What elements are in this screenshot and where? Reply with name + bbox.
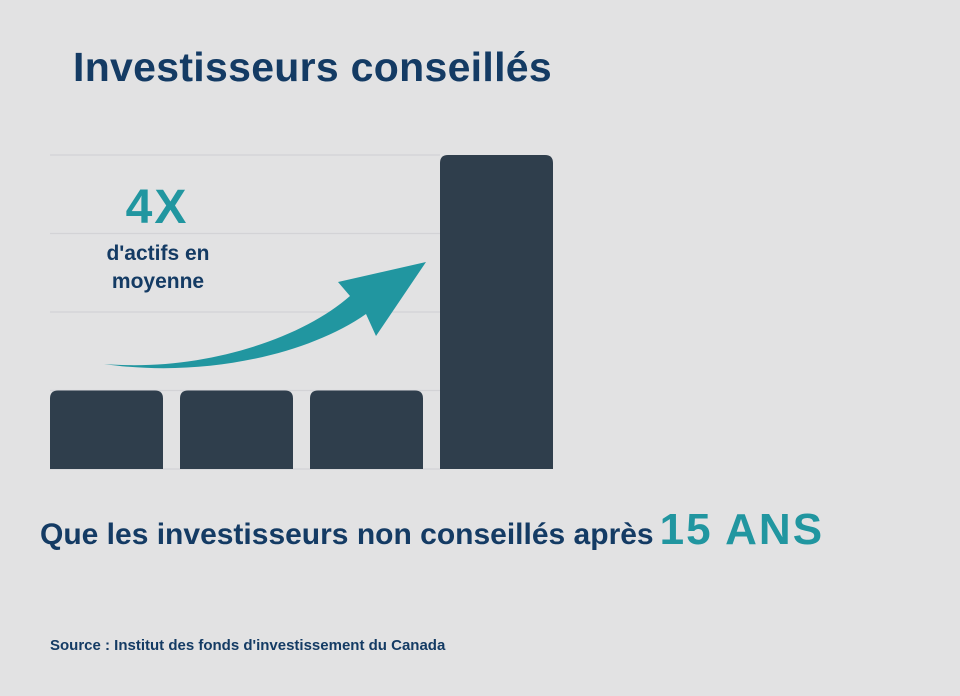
annotation-big-value: 4X — [125, 181, 189, 234]
bar-4 — [440, 155, 553, 469]
growth-arrow-icon — [104, 262, 426, 369]
chart-title: Investisseurs conseillés — [73, 44, 552, 90]
annotation-description-line2: moyenne — [111, 270, 205, 293]
bars — [50, 155, 553, 469]
source-note: Source : Institut des fonds d'investisse… — [50, 637, 446, 654]
bar-3 — [310, 390, 423, 469]
bar-2 — [180, 390, 293, 469]
growth-arrow-body — [104, 262, 426, 369]
annotation-description: d'actifs en moyenne — [88, 240, 228, 296]
subtitle-text: Que les investisseurs non conseillés apr… — [40, 518, 654, 551]
subtitle-highlight: 15 ANS — [659, 505, 825, 554]
annotation-description-line1: d'actifs en — [106, 242, 210, 265]
subtitle: Que les investisseurs non conseillés apr… — [40, 505, 824, 555]
bar-1 — [50, 390, 163, 469]
